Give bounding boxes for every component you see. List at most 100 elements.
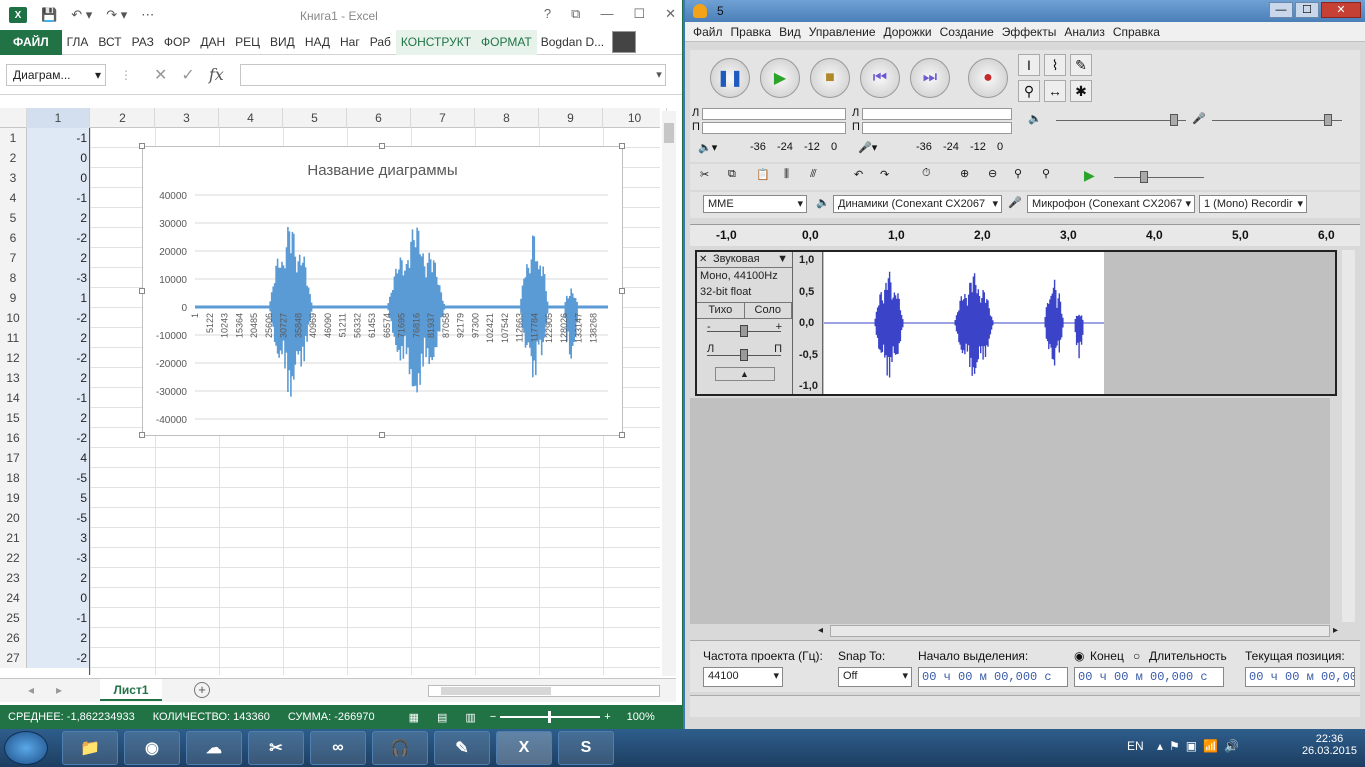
tools-icon[interactable]: ✂ (248, 731, 304, 765)
skype-icon[interactable]: S (558, 731, 614, 765)
column-header[interactable]: 4 (219, 108, 283, 128)
record-device-select[interactable]: Микрофон (Conexant CX2067 (1027, 195, 1195, 213)
sheet-prev-icon[interactable]: ◂ (28, 683, 35, 697)
row-header[interactable]: 19 (0, 488, 27, 508)
user-name[interactable]: Bogdan D... (540, 35, 605, 49)
ribbon-tab[interactable]: ФОРМАТ (476, 29, 537, 55)
menu-item[interactable]: Дорожки (883, 24, 932, 39)
horizontal-scrollbar[interactable] (428, 685, 660, 697)
record-volume-slider[interactable] (1212, 114, 1342, 126)
playback-device-select[interactable]: Динамики (Conexant CX2067 (833, 195, 1002, 213)
column-header[interactable]: 10 (603, 108, 667, 128)
fit-selection-icon[interactable]: ⚲ (1014, 168, 1023, 180)
normal-view-icon[interactable]: ▦ (408, 711, 419, 724)
cell[interactable]: 0 (27, 148, 90, 168)
formula-input[interactable]: ▾ (239, 63, 666, 86)
save-icon[interactable]: 💾 (41, 7, 58, 22)
row-header[interactable]: 4 (0, 188, 27, 208)
ribbon-tab[interactable]: ФОР (163, 34, 191, 49)
ribbon-tab[interactable]: РЕЦ (235, 34, 261, 49)
cell[interactable]: 2 (27, 408, 90, 428)
ribbon-tab[interactable]: ФАЙЛ (0, 29, 62, 55)
scroll-thumb[interactable] (441, 687, 551, 695)
menu-item[interactable]: Справка (1112, 24, 1160, 39)
ribbon-tab[interactable]: Наг (340, 34, 360, 49)
column-header[interactable]: 6 (347, 108, 411, 128)
mic-icon[interactable]: 🎤▾ (858, 142, 878, 154)
row-header[interactable]: 22 (0, 548, 27, 568)
row-header[interactable]: 7 (0, 248, 27, 268)
cell[interactable]: 1 (27, 288, 90, 308)
row-header[interactable]: 27 (0, 648, 27, 668)
menu-item[interactable]: Эффекты (1001, 24, 1057, 39)
row-header[interactable]: 2 (0, 148, 27, 168)
row-header[interactable]: 21 (0, 528, 27, 548)
column-header[interactable]: 1 (27, 108, 90, 128)
playback-volume-slider[interactable] (1056, 114, 1186, 126)
row-header[interactable]: 1 (0, 128, 27, 148)
menu-item[interactable]: Вид (779, 24, 801, 39)
sheet-tab[interactable]: Лист1 (100, 679, 162, 701)
cell[interactable]: -2 (27, 228, 90, 248)
row-header[interactable]: 6 (0, 228, 27, 248)
selection-end-field[interactable]: 00 ч 00 м 00,000 с (1074, 667, 1224, 687)
snap-to-select[interactable]: Off (838, 667, 912, 687)
cell[interactable]: -2 (27, 428, 90, 448)
draw-tool-icon[interactable]: ✎ (1070, 54, 1092, 76)
ribbon-tab[interactable]: Раб (369, 34, 391, 49)
zoom-slider[interactable] (500, 711, 601, 723)
cut-icon[interactable]: ✂ (700, 169, 710, 181)
row-header[interactable]: 24 (0, 588, 27, 608)
cell[interactable]: 0 (27, 588, 90, 608)
trim-icon[interactable]: ⫼ (784, 168, 790, 180)
undo-icon[interactable]: ↶ ▾ (71, 7, 93, 22)
add-sheet-icon[interactable]: + (194, 682, 210, 698)
zoom-out-icon[interactable]: − (489, 711, 497, 723)
current-position-field[interactable]: 00 ч 00 м 00,000 (1245, 667, 1355, 687)
scroll-right-icon[interactable]: ▸ (1333, 625, 1339, 636)
row-header[interactable]: 26 (0, 628, 27, 648)
vertical-scrollbar[interactable] (1342, 250, 1355, 622)
row-header[interactable]: 20 (0, 508, 27, 528)
envelope-tool-icon[interactable]: ⌇ (1044, 54, 1066, 76)
audio-track[interactable]: Звуковая ▼ Моно, 44100Hz 32-bit float Тих… (695, 250, 1337, 396)
pause-button[interactable]: ❚❚ (710, 58, 750, 98)
zoom-out-icon[interactable]: ⊖ (988, 168, 998, 180)
minimize-icon[interactable]: — (1269, 2, 1293, 18)
chart-area[interactable]: Название диаграммы 40000 30000 20000 10000 0 -… (139, 143, 625, 438)
row-header[interactable]: 9 (0, 288, 27, 308)
zoom-tool-icon[interactable]: ⚲ (1018, 80, 1040, 102)
track-name-menu[interactable]: Звуковая ▼ (697, 252, 792, 268)
cell[interactable]: 2 (27, 628, 90, 648)
zoom-level[interactable]: 100% (626, 711, 655, 723)
qat-customize-icon[interactable]: ⋯ (141, 7, 155, 22)
chart-title[interactable]: Название диаграммы (307, 162, 457, 179)
cell[interactable]: -1 (27, 388, 90, 408)
ribbon-tab[interactable]: ДАН (200, 34, 226, 49)
infinity-icon[interactable]: ∞ (310, 731, 366, 765)
resize-handle[interactable] (379, 432, 385, 438)
record-button[interactable]: ● (968, 58, 1008, 98)
column-header[interactable]: 7 (411, 108, 475, 128)
cell[interactable]: 2 (27, 328, 90, 348)
cell[interactable]: 0 (27, 168, 90, 188)
resize-handle[interactable] (139, 432, 145, 438)
close-icon[interactable]: ✕ (665, 6, 676, 21)
tray-icons[interactable]: ▴⚑▣📶🔊 (1157, 739, 1246, 753)
length-radio[interactable]: ○ (1133, 649, 1141, 663)
cell[interactable]: 2 (27, 568, 90, 588)
solo-button[interactable]: Соло (745, 303, 792, 318)
ribbon-tab[interactable]: НАД (304, 34, 331, 49)
channels-select[interactable]: 1 (Mono) Recordir (1199, 195, 1307, 213)
undo-icon[interactable]: ↶ (854, 169, 864, 181)
explorer-icon[interactable]: 📁 (62, 731, 118, 765)
name-box[interactable]: Диаграм... ▾ (6, 63, 106, 86)
ribbon-tab[interactable]: ВСТ (98, 34, 122, 49)
resize-handle[interactable] (619, 432, 625, 438)
row-header[interactable]: 13 (0, 368, 27, 388)
page-break-icon[interactable]: ▥ (465, 711, 476, 724)
copy-icon[interactable]: ⧉ (728, 168, 736, 180)
row-header[interactable]: 8 (0, 268, 27, 288)
cell[interactable]: 5 (27, 488, 90, 508)
cell[interactable]: -3 (27, 268, 90, 288)
